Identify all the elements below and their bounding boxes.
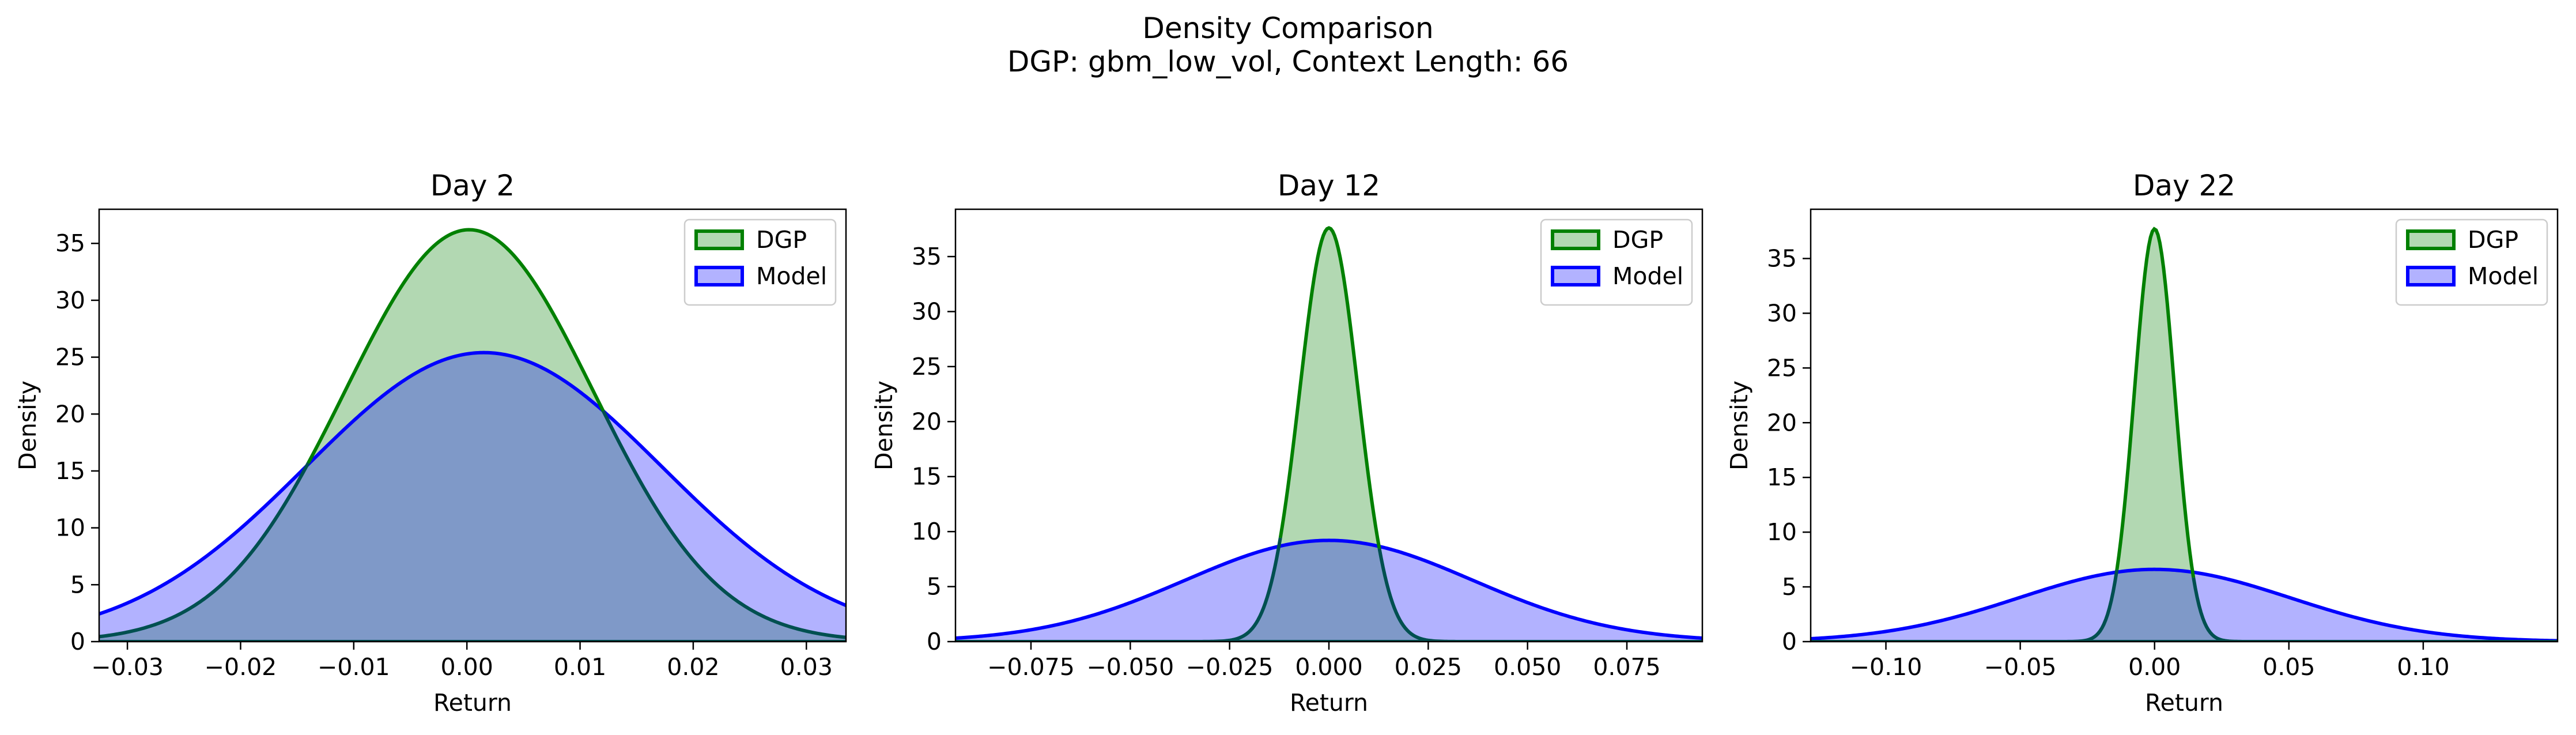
- legend: DGP Model: [1540, 218, 1693, 306]
- y-tick-label: 5: [70, 571, 85, 598]
- overlap-fill: [99, 352, 846, 642]
- subplot-title: Day 2: [430, 169, 515, 202]
- x-axis-label: Return: [1290, 689, 1368, 717]
- dgp-density-line: [99, 462, 310, 639]
- y-tick-label: 10: [1767, 518, 1797, 546]
- x-tick-label: 0.03: [780, 653, 833, 681]
- x-tick-label: −0.01: [318, 653, 390, 681]
- y-tick-label: 20: [912, 408, 942, 435]
- y-axis-label: Density: [1725, 380, 1753, 470]
- axes-frame: [98, 208, 847, 643]
- x-axis-label: Return: [433, 689, 512, 717]
- subplot-1: −0.03 −0.02 −0.01 0.00 0.01 0.02 0.03 0 5 10 15 20 2…: [14, 169, 847, 717]
- dgp-density-line: [2115, 227, 2196, 578]
- y-tick-label: 0: [1782, 628, 1797, 655]
- y-tick-label: 0: [70, 628, 85, 655]
- dgp-density-line: [307, 228, 605, 464]
- y-tick-label: 10: [912, 518, 942, 545]
- model-density-line: [99, 350, 846, 616]
- figure-subtitle: DGP: gbm_low_vol, Context Length: 66: [1007, 45, 1569, 78]
- legend-swatch-dgp: [1551, 229, 1600, 250]
- legend-swatch-dgp: [694, 229, 744, 250]
- dgp-density-fill: [1811, 229, 2558, 642]
- legend-label-dgp: DGP: [1612, 226, 1663, 254]
- x-tick-label: 0.075: [1593, 653, 1660, 681]
- y-tick-label: 30: [55, 287, 85, 314]
- dgp-density-fill: [955, 228, 1702, 642]
- legend: DGP Model: [2395, 218, 2548, 306]
- dgp-density-line: [1278, 226, 1381, 549]
- x-tick-label: 0.000: [1295, 653, 1362, 681]
- subplot-title: Day 22: [2133, 169, 2235, 202]
- x-tick-label: −0.10: [1850, 653, 1922, 681]
- x-tick-label: 0.02: [667, 653, 719, 681]
- x-tick-label: 0.05: [2263, 653, 2315, 681]
- x-tick-label: −0.050: [1086, 653, 1174, 681]
- y-tick-label: 35: [55, 229, 85, 257]
- x-tick-label: 0.050: [1494, 653, 1561, 681]
- x-tick-label: −0.05: [1984, 653, 2057, 681]
- overlap-fill: [1811, 569, 2558, 642]
- x-tick-label: −0.025: [1186, 653, 1274, 681]
- y-tick-label: 15: [912, 463, 942, 491]
- legend-swatch-model: [1551, 266, 1600, 287]
- y-tick-label: 25: [55, 344, 85, 371]
- figure-title: Density Comparison: [1142, 12, 1433, 45]
- x-tick-label: 0.10: [2397, 653, 2449, 681]
- x-tick-label: 0.01: [554, 653, 606, 681]
- y-tick-label: 30: [912, 297, 942, 325]
- legend-swatch-dgp: [2406, 229, 2456, 250]
- y-tick-label: 5: [927, 573, 942, 601]
- model-density-line: [1811, 567, 2558, 642]
- y-tick-label: 35: [1767, 244, 1797, 272]
- x-tick-label: 0.00: [2128, 653, 2181, 681]
- y-tick-label: 20: [1767, 409, 1797, 436]
- y-axis-label: Density: [870, 380, 898, 470]
- x-tick-label: −0.03: [91, 653, 164, 681]
- x-tick-label: 0.00: [441, 653, 493, 681]
- x-tick-label: −0.075: [987, 653, 1075, 681]
- legend-label-dgp: DGP: [2468, 226, 2518, 254]
- y-tick-label: 25: [912, 353, 942, 380]
- legend-label-model: Model: [2468, 262, 2539, 290]
- overlap-fill: [955, 540, 1702, 642]
- dgp-density-line: [602, 410, 846, 639]
- legend-label-model: Model: [756, 262, 827, 290]
- legend-swatch-model: [2406, 266, 2456, 287]
- y-tick-label: 35: [912, 243, 942, 270]
- legend-label-model: Model: [1612, 262, 1683, 290]
- subplot-3: −0.10 −0.05 0.00 0.05 0.10 0 5 10 15 20 25 30 35 Day …: [1725, 169, 2559, 717]
- x-tick-label: 0.025: [1395, 653, 1462, 681]
- y-tick-label: 20: [55, 400, 85, 428]
- x-axis-label: Return: [2145, 689, 2223, 717]
- y-tick-label: 15: [1767, 463, 1797, 491]
- y-tick-label: 30: [1767, 299, 1797, 327]
- y-tick-label: 10: [55, 514, 85, 542]
- y-tick-label: 0: [927, 628, 942, 655]
- y-tick-label: 5: [1782, 573, 1797, 601]
- subplot-title: Day 12: [1278, 169, 1380, 202]
- legend-swatch-model: [694, 266, 744, 287]
- legend-label-dgp: DGP: [756, 226, 807, 254]
- y-tick-label: 15: [55, 457, 85, 485]
- axes-frame: [1810, 208, 2559, 643]
- legend: DGP Model: [683, 218, 837, 306]
- y-tick-label: 25: [1767, 354, 1797, 382]
- y-axis-label: Density: [14, 380, 41, 470]
- x-tick-label: −0.02: [205, 653, 277, 681]
- subplot-2: −0.075 −0.050 −0.025 0.000 0.025 0.050 0.075 0 5…: [870, 169, 1704, 717]
- model-density-line: [955, 538, 1702, 640]
